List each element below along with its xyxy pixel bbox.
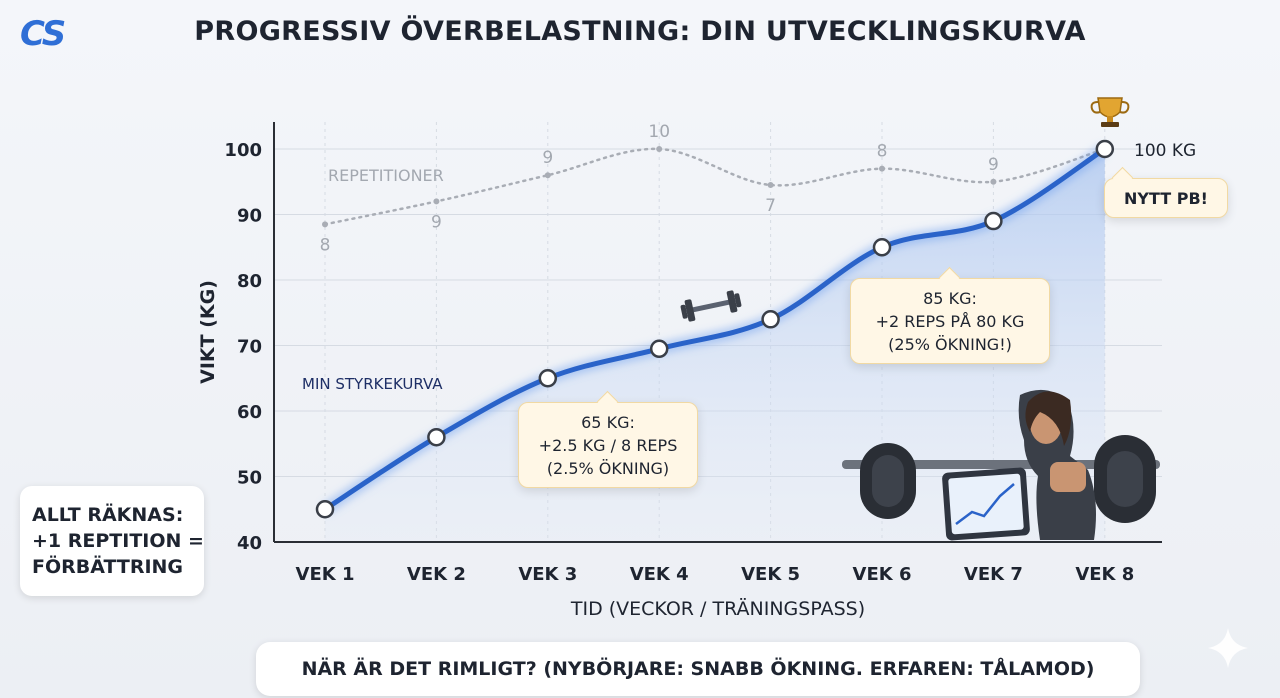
x-tick-label: VEK 4: [630, 564, 689, 585]
dumbbell-icon: [680, 290, 742, 322]
annotation-week-3: 65 KG: +2.5 KG / 8 REPS (2.5% ÖKNING): [518, 402, 698, 488]
logo: CS: [20, 14, 66, 54]
annotation-week-6-line-3: (25% ÖKNING!): [888, 334, 1012, 354]
reps-data-point: [990, 178, 997, 185]
reps-series-line: [323, 147, 1107, 226]
y-tick-label: 100: [224, 140, 262, 161]
x-tick-label: VEK 2: [407, 564, 466, 585]
x-tick-label: VEK 6: [853, 564, 912, 585]
y-tick-label: 40: [237, 533, 262, 554]
annotation-week-6: 85 KG: +2 REPS PÅ 80 KG (25% ÖKNING!): [850, 278, 1050, 364]
x-tick-label: VEK 1: [296, 564, 355, 585]
strength-data-point: [315, 500, 335, 519]
strength-data-point: [538, 369, 558, 388]
annotation-week-3-line-1: 65 KG:: [581, 412, 635, 432]
side-note-line-3: FÖRBÄTTRING: [32, 556, 184, 578]
x-tick-label: VEK 8: [1075, 564, 1134, 585]
reps-value-label: 9: [431, 212, 442, 232]
strength-data-point: [649, 339, 669, 359]
x-tick-label: VEK 7: [964, 564, 1023, 585]
strength-data-point: [872, 238, 892, 257]
strength-data-point: [984, 211, 1003, 231]
reps-series-label: REPETITIONER: [328, 166, 444, 185]
side-note-line-1: ALLT RÄKNAS:: [32, 504, 184, 526]
y-tick-label: 90: [237, 206, 262, 227]
reps-data-point: [656, 146, 663, 152]
annotation-week-6-line-1: 85 KG:: [923, 288, 977, 308]
strength-series-label: MIN STYRKEKURVA: [302, 375, 443, 393]
strength-data-point: [1095, 139, 1115, 159]
x-tick-label: VEK 5: [741, 564, 800, 585]
y-tick-label: 70: [237, 337, 262, 358]
annotation-personal-best: NYTT PB!: [1104, 178, 1228, 218]
reps-data-point: [879, 165, 885, 172]
reps-value-label: 8: [877, 142, 888, 162]
bottom-note: NÄR ÄR DET RIMLIGT? (NYBÖRJARE: SNABB ÖK…: [256, 642, 1140, 696]
x-axis-label: TID (VECKOR / TRÄNINGSPASS): [570, 597, 865, 620]
reps-value-label: 10: [648, 122, 670, 142]
page-title: PROGRESSIV ÖVERBELASTNING: DIN UTVECKLIN…: [194, 16, 1086, 47]
end-value-label: 100 KG: [1134, 141, 1196, 161]
annotation-week-3-line-2: +2.5 KG / 8 REPS: [538, 435, 678, 455]
reps-data-point: [767, 182, 774, 189]
y-tick-label: 80: [237, 271, 262, 292]
personal-best-label: NYTT PB!: [1124, 188, 1208, 208]
reps-value-label: 9: [542, 148, 553, 168]
side-note: ALLT RÄKNAS: +1 REPTITION = FÖRBÄTTRING: [20, 486, 204, 596]
side-note-line-2: +1 REPTITION =: [32, 530, 204, 552]
annotation-week-6-line-2: +2 REPS PÅ 80 KG: [875, 311, 1025, 331]
reps-data-point: [433, 198, 440, 205]
y-tick-label: 60: [237, 402, 262, 423]
reps-value-label: 9: [988, 155, 999, 175]
y-tick-label: 50: [237, 468, 262, 489]
sparkle-icon: [1208, 628, 1248, 668]
reps-data-point: [322, 221, 328, 228]
reps-value-label: 7: [765, 196, 776, 216]
strength-data-point: [427, 427, 446, 447]
barbell-icon: [842, 389, 1160, 541]
trophy-icon: [1090, 97, 1130, 127]
y-axis-label: VIKT (KG): [197, 280, 219, 384]
reps-value-label: 8: [320, 235, 331, 255]
annotation-week-3-line-3: (2.5% ÖKNING): [546, 458, 670, 478]
reps-data-point: [544, 172, 551, 179]
x-tick-label: VEK 3: [518, 564, 577, 585]
strength-data-point: [761, 310, 780, 329]
